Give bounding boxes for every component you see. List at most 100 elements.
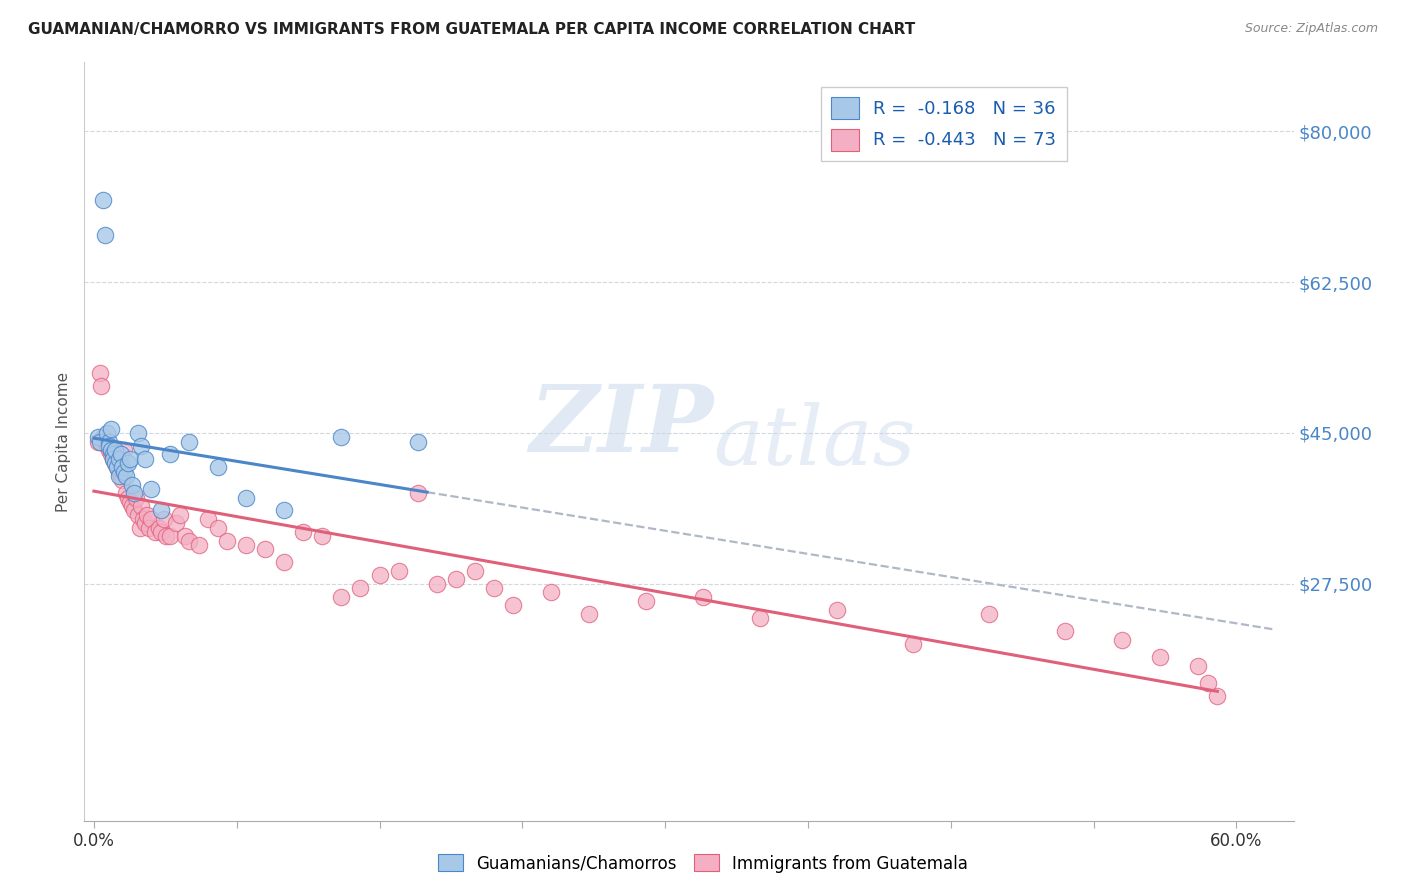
Point — [94, 227, 117, 242]
Point — [692, 590, 714, 604]
Point — [122, 503, 145, 517]
Point — [159, 529, 181, 543]
Point — [177, 434, 200, 449]
Point — [1053, 624, 1076, 639]
Point — [96, 425, 118, 440]
Point — [100, 443, 122, 458]
Point — [1187, 658, 1209, 673]
Point — [1111, 632, 1133, 647]
Point — [311, 529, 333, 543]
Point — [901, 637, 924, 651]
Point — [96, 439, 118, 453]
Point — [128, 521, 150, 535]
Point — [89, 366, 111, 380]
Point — [98, 439, 121, 453]
Legend: R =  -0.168   N = 36, R =  -0.443   N = 73: R = -0.168 N = 36, R = -0.443 N = 73 — [821, 87, 1067, 161]
Point — [117, 491, 139, 505]
Point — [86, 430, 108, 444]
Point — [197, 512, 219, 526]
Point — [122, 486, 145, 500]
Point — [387, 564, 409, 578]
Legend: Guamanians/Chamorros, Immigrants from Guatemala: Guamanians/Chamorros, Immigrants from Gu… — [432, 847, 974, 880]
Point — [93, 430, 115, 444]
Point — [149, 503, 172, 517]
Point — [406, 486, 429, 500]
Point — [120, 495, 142, 509]
Point — [112, 443, 135, 458]
Point — [187, 538, 209, 552]
Point — [148, 521, 170, 535]
Point — [112, 465, 135, 479]
Point — [825, 602, 848, 616]
Point — [159, 447, 181, 461]
Point — [143, 524, 166, 539]
Point — [93, 194, 115, 208]
Point — [169, 508, 191, 522]
Point — [235, 491, 257, 505]
Point — [134, 451, 156, 466]
Point — [105, 460, 128, 475]
Point — [110, 447, 132, 461]
Point — [177, 533, 200, 548]
Point — [131, 439, 153, 453]
Point — [578, 607, 600, 621]
Point — [636, 594, 658, 608]
Point — [1149, 649, 1171, 664]
Point — [174, 529, 197, 543]
Point — [105, 460, 128, 475]
Point — [131, 499, 153, 513]
Point — [127, 425, 149, 440]
Point — [153, 512, 176, 526]
Point — [111, 460, 134, 475]
Point — [94, 434, 117, 449]
Point — [349, 581, 371, 595]
Point — [1206, 689, 1229, 703]
Point — [100, 447, 122, 461]
Point — [165, 516, 187, 531]
Point — [89, 434, 111, 449]
Point — [138, 521, 160, 535]
Point — [207, 521, 229, 535]
Point — [90, 378, 112, 392]
Point — [121, 499, 143, 513]
Point — [1197, 675, 1219, 690]
Point — [120, 451, 142, 466]
Point — [101, 443, 124, 458]
Point — [100, 422, 122, 436]
Point — [117, 456, 139, 470]
Point — [104, 443, 127, 458]
Point — [139, 482, 162, 496]
Y-axis label: Per Capita Income: Per Capita Income — [56, 371, 72, 512]
Point — [273, 503, 295, 517]
Point — [127, 508, 149, 522]
Text: GUAMANIAN/CHAMORRO VS IMMIGRANTS FROM GUATEMALA PER CAPITA INCOME CORRELATION CH: GUAMANIAN/CHAMORRO VS IMMIGRANTS FROM GU… — [28, 22, 915, 37]
Point — [330, 430, 353, 444]
Point — [406, 434, 429, 449]
Point — [101, 451, 124, 466]
Point — [207, 460, 229, 475]
Point — [110, 469, 132, 483]
Point — [235, 538, 257, 552]
Point — [444, 573, 467, 587]
Point — [273, 555, 295, 569]
Point — [502, 599, 524, 613]
Text: atlas: atlas — [713, 401, 915, 482]
Point — [292, 524, 315, 539]
Point — [115, 469, 138, 483]
Point — [125, 491, 148, 505]
Point — [482, 581, 505, 595]
Point — [540, 585, 562, 599]
Point — [115, 486, 138, 500]
Point — [104, 456, 127, 470]
Point — [107, 469, 129, 483]
Text: ZIP: ZIP — [529, 382, 713, 471]
Point — [217, 533, 239, 548]
Point — [101, 447, 124, 461]
Point — [98, 443, 121, 458]
Point — [134, 516, 156, 531]
Point — [149, 524, 172, 539]
Point — [136, 508, 159, 522]
Point — [111, 473, 134, 487]
Point — [98, 434, 121, 449]
Point — [426, 576, 449, 591]
